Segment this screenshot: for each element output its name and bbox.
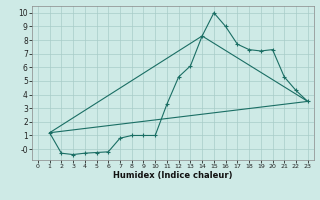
X-axis label: Humidex (Indice chaleur): Humidex (Indice chaleur)	[113, 171, 233, 180]
